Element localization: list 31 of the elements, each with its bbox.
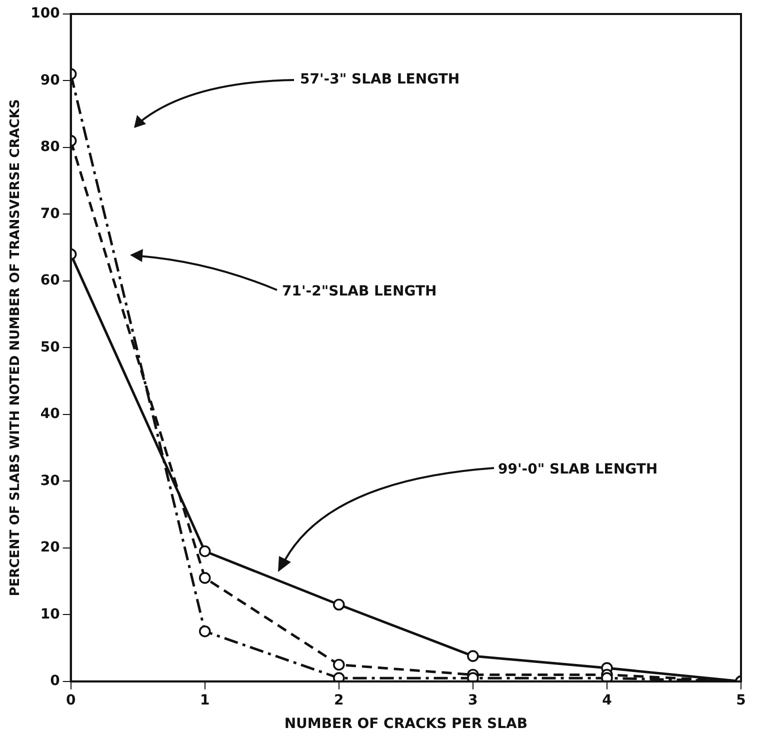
point [332,672,345,682]
y-tick-label: 100 [30,6,60,22]
x-axis-title: NUMBER OF CRACKS PER SLAB [284,716,528,732]
annotation: 57'-3" SLAB LENGTH [300,72,460,88]
y-tick-label: 0 [50,673,60,690]
point [198,545,211,558]
point [601,672,613,682]
point [467,672,479,682]
x-tick-label: 5 [736,692,746,708]
point [332,658,345,671]
y-axis-title: PERCENT OF SLABS WITH NOTED NUMBER OF TRANSVERSE CRACKS [8,99,24,596]
x-tick-label: 1 [200,692,210,708]
point [467,650,479,662]
y-tick-label: 80 [40,139,60,156]
y-tick-label: 50 [40,339,60,356]
y-tick-label: 90 [40,72,60,88]
y-tick-label: 20 [40,540,60,556]
y-tick-label: 60 [40,272,60,289]
annotation: 99'-0" SLAB LENGTH [498,462,658,478]
point [332,598,345,611]
y-tick-label: 40 [40,406,60,422]
y-tick-label: 10 [40,606,60,622]
point [198,572,211,584]
y-tick-label: 30 [40,472,60,489]
x-tick-label: 0 [66,692,76,708]
x-tick-label: 4 [602,692,612,708]
x-tick-label: 2 [334,692,344,708]
y-tick-label: 70 [40,206,60,222]
x-tick-label: 3 [468,692,478,708]
annotation: 71'-2"SLAB LENGTH [282,284,437,300]
point [198,625,211,638]
